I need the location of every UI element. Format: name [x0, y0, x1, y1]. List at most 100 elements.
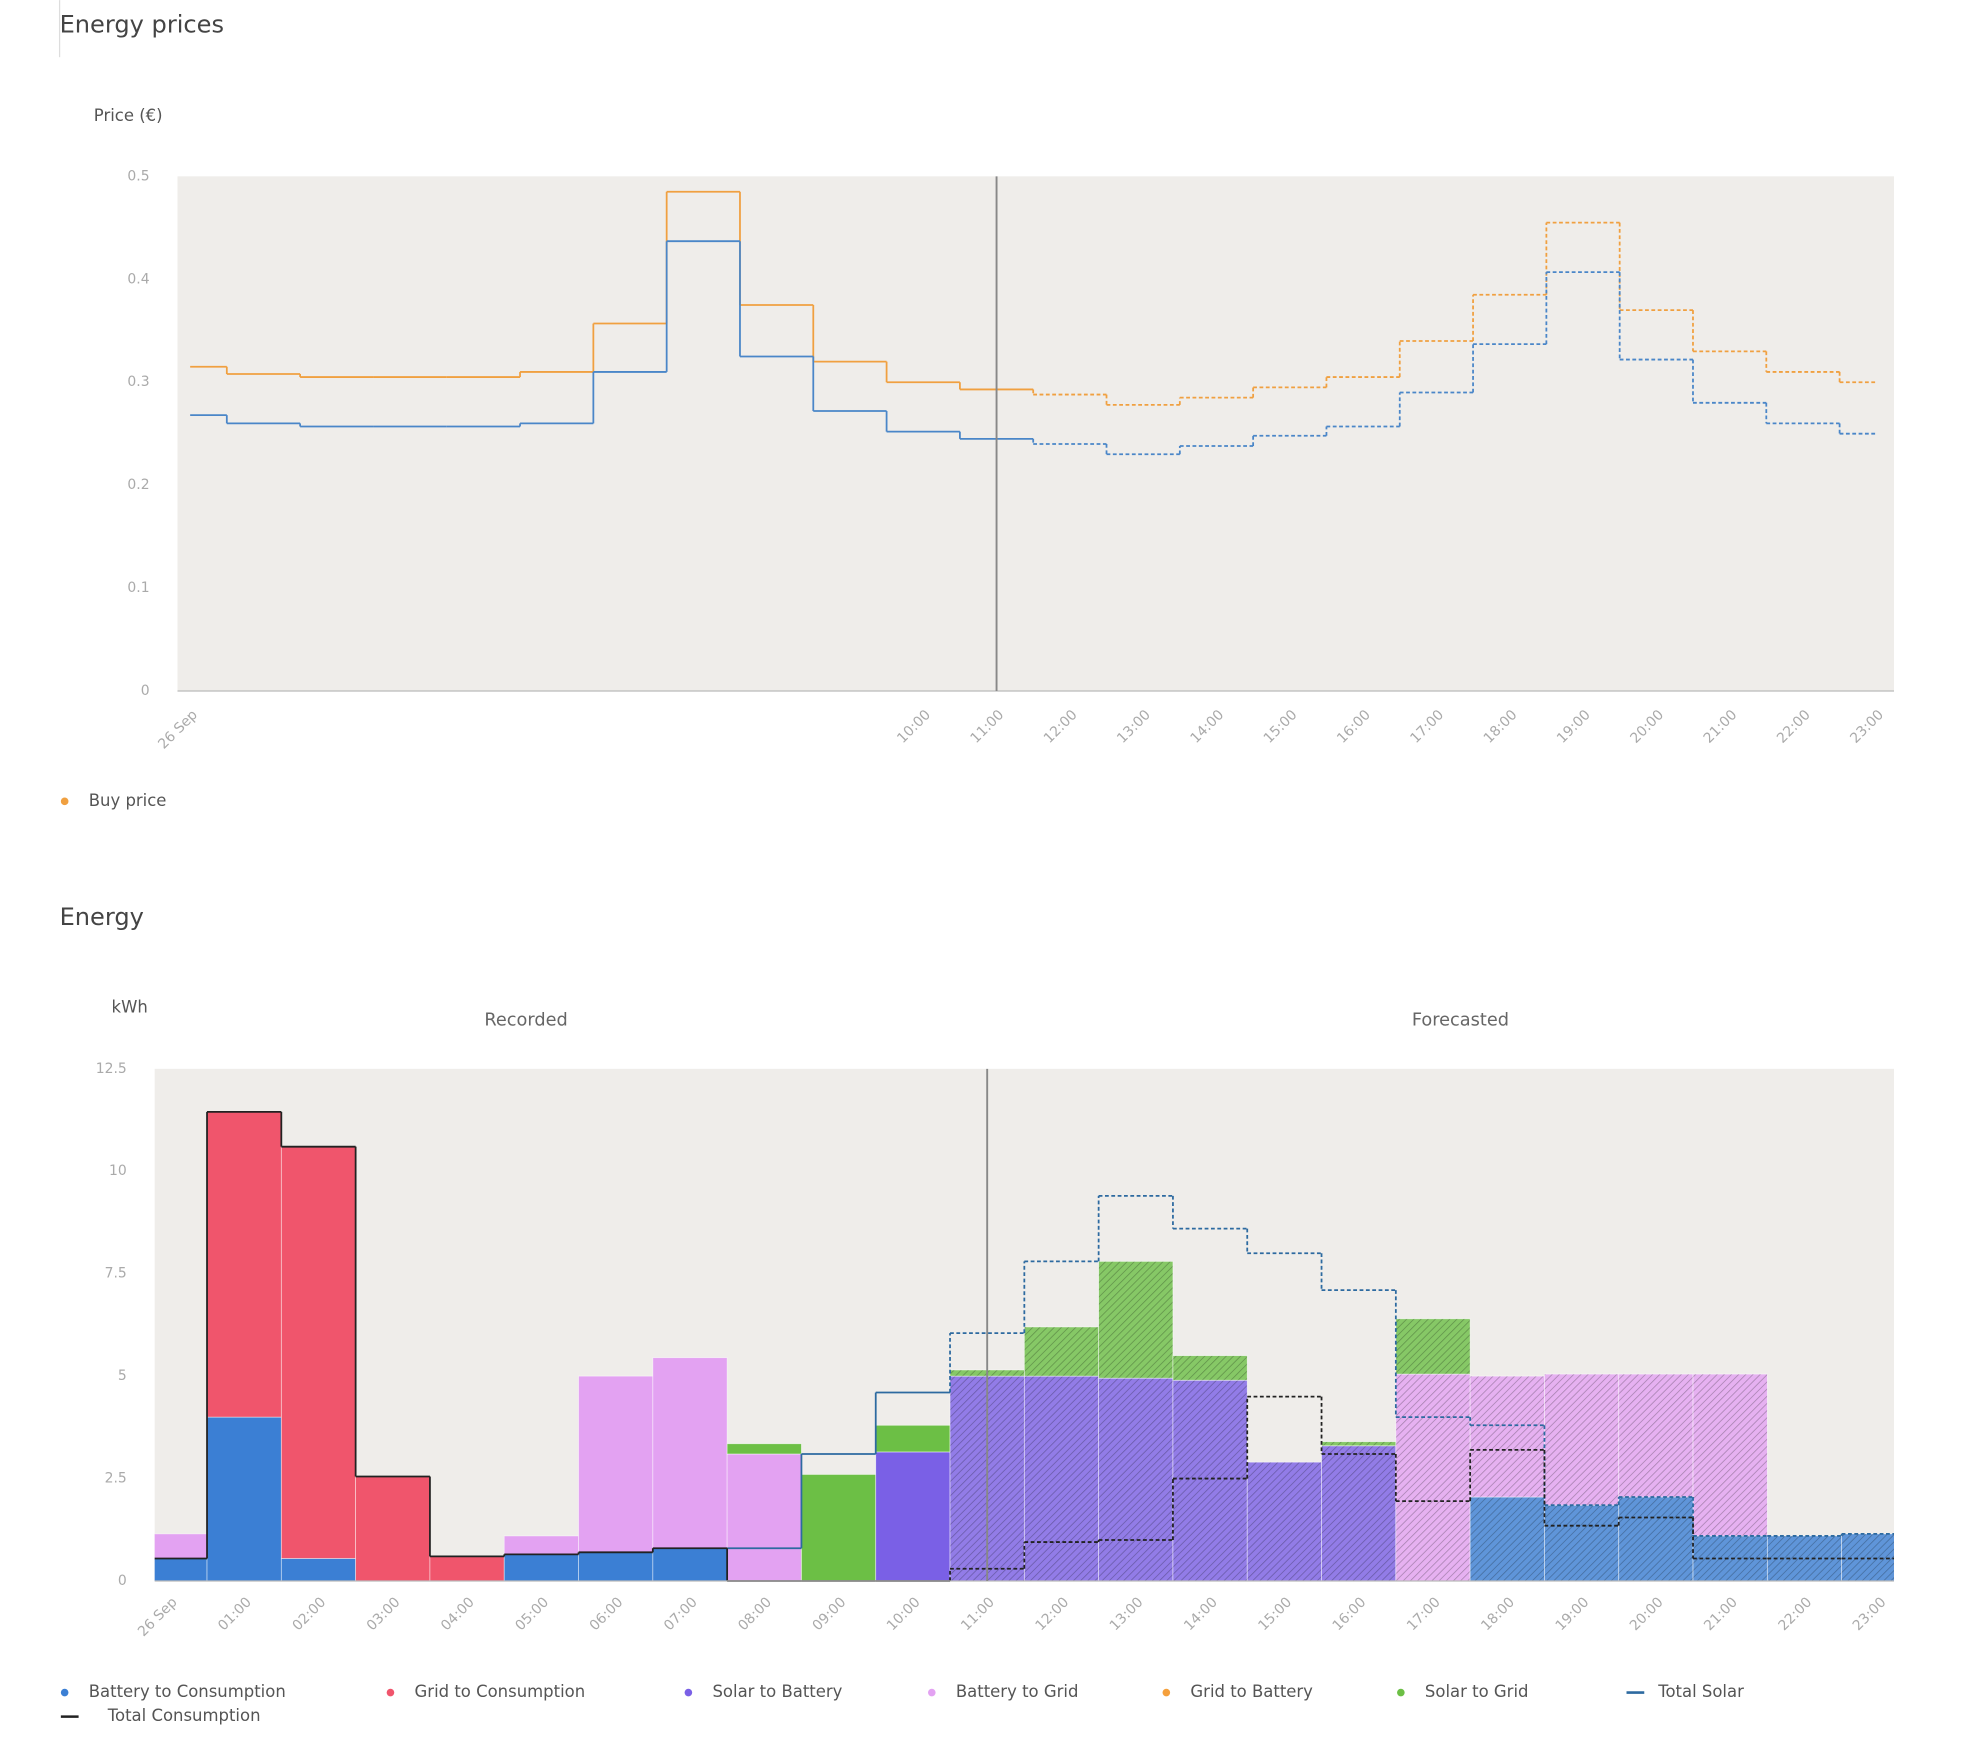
bar-segment — [1618, 1373, 1694, 1498]
x-tick-label: 19:00 — [1554, 707, 1594, 747]
bar-segment — [1469, 1496, 1545, 1582]
y-tick-label: 5 — [118, 1368, 127, 1384]
bar-segment — [1098, 1377, 1174, 1582]
x-tick-label: 12:00 — [1041, 707, 1081, 747]
annotation: Forecasted — [1412, 1011, 1509, 1031]
y-axis-label: kWh — [112, 997, 148, 1016]
x-tick-label: 18:00 — [1478, 1594, 1518, 1634]
legend-label: Battery to Consumption — [89, 1682, 286, 1701]
x-tick-label: 22:00 — [1776, 1594, 1816, 1634]
x-tick-label: 18:00 — [1481, 707, 1521, 747]
x-tick-label: 12:00 — [1032, 1594, 1072, 1634]
y-tick-label: 0.4 — [127, 271, 149, 287]
x-tick-label: 10:00 — [884, 1594, 924, 1634]
x-tick-label: 11:00 — [968, 707, 1008, 747]
legend-label: Buy price — [89, 791, 167, 810]
bar-segment — [652, 1547, 728, 1582]
x-tick-label: 09:00 — [810, 1594, 850, 1634]
x-tick-label: 02:00 — [289, 1594, 329, 1634]
bar-segment — [1023, 1326, 1100, 1377]
y-tick-label: 2.5 — [105, 1471, 127, 1487]
plot — [154, 1110, 1895, 1582]
y-tick-label: 0.5 — [127, 168, 149, 184]
y-tick-label: 0.2 — [127, 477, 149, 493]
legend-label: Grid to Battery — [1190, 1682, 1313, 1701]
bar-segment — [1172, 1379, 1248, 1582]
y-axis-label: Price (€) — [94, 106, 163, 125]
x-tick-label: 26 Sep — [135, 1594, 181, 1640]
legend-swatch — [1162, 1688, 1171, 1697]
legend-label: Battery to Grid — [956, 1682, 1079, 1701]
bar-segment — [1766, 1535, 1843, 1582]
bar-segment — [355, 1476, 431, 1582]
plot-area — [177, 176, 1895, 692]
bar-segment — [503, 1553, 579, 1582]
x-tick-label: 13:00 — [1114, 707, 1154, 747]
x-tick-label: 01:00 — [215, 1594, 255, 1634]
bar-segment — [1098, 1261, 1174, 1379]
y-tick-label: 7.5 — [105, 1266, 127, 1282]
legend-label: Total Consumption — [107, 1706, 261, 1725]
x-tick-label: 08:00 — [735, 1594, 775, 1634]
y-tick-label: 12.5 — [96, 1061, 127, 1077]
x-tick-label: 23:00 — [1847, 707, 1887, 747]
y-tick-label: 0 — [118, 1573, 127, 1589]
legend-swatch — [386, 1688, 395, 1697]
x-tick-label: 07:00 — [661, 1594, 701, 1634]
bar-segment — [578, 1375, 654, 1553]
x-tick-label: 19:00 — [1553, 1594, 1593, 1634]
plot — [190, 190, 1877, 456]
x-tick-label: 21:00 — [1701, 1594, 1741, 1634]
bar-segment — [206, 1416, 282, 1582]
y-tick-label: 0 — [141, 683, 150, 699]
x-tick-label: 05:00 — [512, 1594, 552, 1634]
bar-segment — [1692, 1535, 1768, 1582]
legend-swatch — [684, 1688, 693, 1697]
y-tick-label: 0.3 — [127, 374, 149, 390]
bar-segment — [726, 1443, 802, 1455]
x-tick-label: 06:00 — [587, 1594, 627, 1634]
bar-segment — [1469, 1375, 1545, 1498]
y-tick-label: 0.1 — [127, 580, 149, 596]
bar-segment — [206, 1111, 282, 1418]
legend-label: Solar to Battery — [712, 1682, 842, 1701]
legend-label: Total Solar — [1657, 1682, 1744, 1701]
y-tick-label: 10 — [109, 1163, 127, 1179]
bar-segment — [875, 1424, 951, 1453]
legend-swatch — [60, 1688, 69, 1697]
x-tick-label: 15:00 — [1261, 707, 1301, 747]
bar-segment — [875, 1451, 951, 1582]
legend-swatch — [927, 1688, 936, 1697]
x-tick-label: 15:00 — [1255, 1594, 1295, 1634]
legend-swatch — [1397, 1688, 1405, 1697]
x-tick-label: 23:00 — [1850, 1594, 1890, 1634]
bar-segment — [1321, 1441, 1397, 1447]
x-tick-label: 14:00 — [1181, 1594, 1221, 1634]
bar-segment — [801, 1474, 877, 1582]
bar-segment — [280, 1558, 357, 1582]
x-tick-label: 21:00 — [1701, 707, 1741, 747]
bar-segment — [429, 1556, 505, 1582]
x-tick-label: 16:00 — [1334, 707, 1374, 747]
bar-segment — [726, 1453, 802, 1582]
bar-segment — [503, 1535, 579, 1555]
legend-label: Grid to Consumption — [415, 1682, 586, 1701]
x-tick-label: 20:00 — [1627, 707, 1667, 747]
bar-segment — [1395, 1373, 1471, 1582]
x-tick-label: 10:00 — [894, 707, 934, 747]
bar-segment — [154, 1533, 208, 1559]
x-tick-label: 20:00 — [1627, 1594, 1667, 1634]
legend-label: Solar to Grid — [1425, 1682, 1529, 1701]
x-tick-label: 26 Sep — [155, 707, 201, 753]
x-tick-label: 04:00 — [438, 1594, 478, 1634]
x-tick-label: 11:00 — [958, 1594, 998, 1634]
x-tick-label: 22:00 — [1774, 707, 1814, 747]
legend-swatch — [60, 797, 69, 806]
bar-segment — [1841, 1533, 1895, 1582]
chart-title: Energy — [60, 903, 144, 931]
bar-segment — [652, 1357, 728, 1549]
bar-segment — [1246, 1461, 1322, 1582]
bar-segment — [1544, 1373, 1620, 1506]
